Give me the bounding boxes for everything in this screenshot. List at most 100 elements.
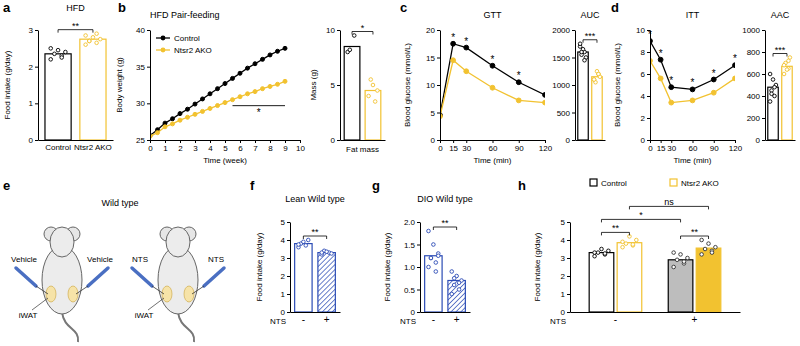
marker <box>246 92 250 96</box>
needle <box>152 286 164 294</box>
y-axis-tick: 2000 <box>552 26 575 35</box>
x-axis-tick: 8 <box>268 140 273 153</box>
x-axis-tick-mark <box>693 140 694 143</box>
data-point <box>631 244 635 248</box>
x-axis-tick: 0 <box>438 140 443 153</box>
bar <box>668 260 693 312</box>
significance-label: * <box>669 75 673 86</box>
y-axis-tick-label: 1 <box>281 290 286 299</box>
y-axis-tick-label: 5 <box>331 81 336 90</box>
plot-marks <box>45 32 106 140</box>
y-axis-tick-mark <box>572 113 575 114</box>
data-point <box>352 34 356 38</box>
data-point <box>686 256 690 260</box>
marker <box>171 117 175 121</box>
data-point <box>302 240 306 244</box>
y-axis-tick: 4 <box>561 236 570 245</box>
y-axis-tick: 0 <box>756 136 765 145</box>
x-axis-line <box>39 140 114 141</box>
y-axis: 05101520 <box>426 26 440 145</box>
y-axis-tick-label: 2000 <box>552 26 570 35</box>
figure-root: aHFDFood intake (g/day)0123ControlNtsr2 … <box>0 0 800 346</box>
x-axis <box>341 140 386 142</box>
x-axis-tick: 0 <box>148 140 153 153</box>
marker <box>268 53 272 57</box>
bar <box>768 87 778 140</box>
data-point <box>785 68 789 72</box>
x-axis-tick: + <box>454 312 460 325</box>
x-axis: -+ <box>571 312 741 325</box>
y-axis-tick: 0 <box>29 136 38 145</box>
data-point <box>607 249 611 253</box>
y-axis-tick-mark <box>437 85 440 86</box>
significance-label: * <box>648 29 652 40</box>
y-axis-tick-label: 10 <box>426 81 435 90</box>
y-axis-tick-mark <box>337 30 340 31</box>
marker <box>253 62 257 66</box>
x-axis-tick-mark <box>545 140 546 143</box>
y-axis-tick-mark <box>567 276 570 277</box>
data-point <box>60 56 64 60</box>
data-point <box>376 89 380 93</box>
y-axis-tick: 5 <box>331 81 340 90</box>
y-axis-tick-label: 200 <box>747 114 761 123</box>
x-axis-title: NTS <box>270 317 286 326</box>
x-axis-tick: 60 <box>689 140 698 153</box>
x-axis-tick-mark <box>255 140 256 143</box>
plot-marks <box>425 229 466 312</box>
panel-letter: a <box>3 0 11 15</box>
x-axis-tick-mark <box>714 140 715 143</box>
x-axis-title: NTS <box>400 317 416 326</box>
x-axis-line <box>576 140 606 141</box>
needle <box>76 286 88 294</box>
x-axis-tick-mark <box>285 140 286 143</box>
y-axis-tick-mark <box>35 140 38 141</box>
data-point <box>583 58 587 62</box>
y-axis-title: Blood glucose (mmol/L) <box>613 43 622 127</box>
y-axis-tick: 600 <box>747 70 765 79</box>
x-axis-tick-mark <box>210 140 211 143</box>
y-axis-tick-mark <box>417 245 420 246</box>
x-axis-tick-label: - <box>302 314 305 325</box>
y-axis-tick-label: 30 <box>136 99 145 108</box>
data-point <box>768 100 772 104</box>
x-axis-tick: 1 <box>163 140 168 153</box>
data-point <box>707 242 711 246</box>
y-axis-tick: 1 <box>29 99 38 108</box>
y-axis-tick: 2 <box>561 272 570 281</box>
data-point <box>782 72 786 76</box>
y-axis-tick: 400 <box>747 92 765 101</box>
x-axis-tick: 15 <box>657 140 666 153</box>
plot-marks <box>440 41 545 118</box>
x-axis-tick-mark <box>671 140 672 143</box>
line <box>440 44 545 116</box>
data-point <box>710 251 714 255</box>
data-point <box>91 36 95 40</box>
y-axis-line <box>150 31 151 141</box>
y-axis-tick-mark <box>647 74 650 75</box>
plot-marks <box>344 34 381 140</box>
y-axis-tick: 3 <box>29 26 38 35</box>
data-point <box>771 78 775 82</box>
marker <box>276 82 280 86</box>
y-axis-tick: 30 <box>136 99 150 108</box>
data-point <box>593 251 597 255</box>
panel-letter: c <box>400 0 407 15</box>
marker <box>201 109 205 113</box>
data-point <box>672 265 676 269</box>
x-axis-tick-label: 8 <box>268 144 273 153</box>
y-axis-title: Food intake (g/day) <box>533 232 542 301</box>
y-axis: 02004006008001000 <box>742 26 765 145</box>
y-axis: 0500100015002000 <box>552 26 575 145</box>
y-axis-tick: 200 <box>747 114 765 123</box>
data-point <box>635 238 639 242</box>
line <box>650 61 735 103</box>
y-axis-tick: 1.5 <box>404 241 420 250</box>
y-axis-tick-mark <box>567 258 570 259</box>
diagram-title: Wild type <box>101 198 138 208</box>
data-point <box>320 251 324 255</box>
y-axis-tick-label: 1 <box>29 99 34 108</box>
y-axis-title: Food intake (g/day) <box>383 232 392 301</box>
x-axis-tick-label: 3 <box>193 144 198 153</box>
data-point <box>452 283 456 287</box>
